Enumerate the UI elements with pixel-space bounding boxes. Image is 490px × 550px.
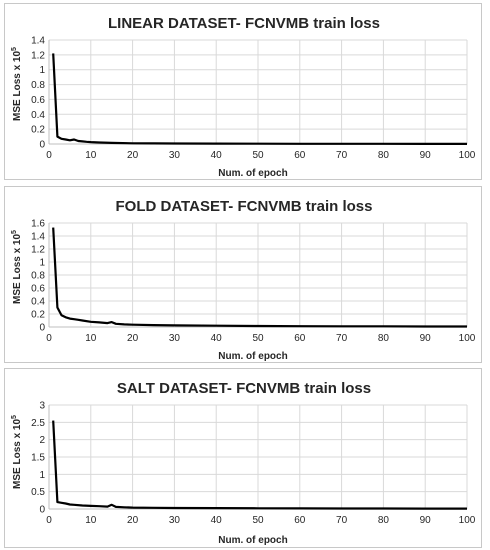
x-tick-label: 80	[378, 515, 390, 526]
chart-title: LINEAR DATASET- FCNVMB train loss	[108, 15, 380, 32]
x-tick-label: 90	[420, 333, 432, 344]
x-tick-label: 70	[336, 515, 348, 526]
x-tick-label: 0	[46, 333, 52, 344]
x-tick-label: 60	[294, 515, 306, 526]
x-tick-label: 50	[252, 333, 264, 344]
x-tick-label: 80	[378, 150, 390, 161]
x-tick-label: 30	[169, 515, 181, 526]
chart-svg-linear: LINEAR DATASET- FCNVMB train loss 0 0.2 0.…	[11, 15, 476, 179]
chart-svg-salt: SALT DATASET- FCNVMB train loss 0 0.5 1 1.5…	[11, 380, 476, 546]
y-tick-label: 0.6	[31, 95, 45, 106]
loss-line	[52, 53, 467, 145]
y-tick-label: 2	[39, 435, 45, 446]
x-tick-label: 0	[46, 515, 52, 526]
chart-svg-fold: FOLD DATASET- FCNVMB train loss 0 0.2 0.4 0…	[11, 198, 476, 362]
y-tick-label: 0.2	[31, 310, 45, 321]
y-tick-label: 0	[39, 323, 45, 334]
svg-text:MSE Loss x 105: MSE Loss x 105	[11, 415, 23, 489]
x-tick-label: 10	[85, 515, 97, 526]
x-tick-label: 90	[420, 515, 432, 526]
y-tick-label: 0	[39, 140, 45, 151]
x-axis-label: Num. of epoch	[218, 168, 287, 179]
y-tick-label: 2.5	[31, 418, 45, 429]
x-tick-label: 20	[127, 333, 139, 344]
x-tick-label: 0	[46, 150, 52, 161]
y-tick-label: 0	[39, 505, 45, 516]
x-tick-label: 60	[294, 333, 306, 344]
x-tick-label: 10	[85, 333, 97, 344]
svg-text:MSE Loss x 105: MSE Loss x 105	[11, 230, 23, 304]
loss-line	[52, 420, 467, 510]
y-tick-label: 3	[39, 401, 45, 412]
y-tick-label: 1	[39, 65, 45, 76]
loss-line	[52, 227, 467, 328]
x-tick-label: 50	[252, 150, 264, 161]
y-tick-label: 1.4	[31, 36, 45, 47]
y-tick-label: 0.4	[31, 297, 45, 308]
y-axis-label: MSE Loss x 105	[11, 47, 23, 121]
y-tick-label: 0.5	[31, 487, 45, 498]
x-tick-label: 30	[169, 150, 181, 161]
y-tick-label: 1.2	[31, 245, 45, 256]
y-tick-label: 0.4	[31, 110, 45, 121]
x-tick-label: 100	[459, 333, 476, 344]
y-axis-label: MSE Loss x 105	[11, 415, 23, 489]
x-tick-label: 60	[294, 150, 306, 161]
x-tick-label: 40	[211, 515, 223, 526]
x-tick-label: 90	[420, 150, 432, 161]
chart-panel-fold: FOLD DATASET- FCNVMB train loss 0 0.2 0.4 0…	[4, 186, 482, 363]
x-tick-label: 100	[459, 150, 476, 161]
x-tick-label: 50	[252, 515, 264, 526]
y-tick-label: 0.8	[31, 271, 45, 282]
y-tick-label: 0.6	[31, 284, 45, 295]
y-tick-label: 0.2	[31, 125, 45, 136]
chart-title: FOLD DATASET- FCNVMB train loss	[116, 198, 373, 215]
svg-text:MSE Loss x 105: MSE Loss x 105	[11, 47, 23, 121]
x-tick-label: 70	[336, 333, 348, 344]
x-tick-label: 30	[169, 333, 181, 344]
y-tick-label: 1.4	[31, 232, 45, 243]
x-tick-label: 40	[211, 333, 223, 344]
x-tick-label: 20	[127, 515, 139, 526]
y-tick-label: 1.6	[31, 219, 45, 230]
chart-title: SALT DATASET- FCNVMB train loss	[117, 380, 371, 397]
x-tick-label: 80	[378, 333, 390, 344]
y-tick-label: 1.5	[31, 453, 45, 464]
y-axis-label: MSE Loss x 105	[11, 230, 23, 304]
x-tick-label: 100	[459, 515, 476, 526]
x-tick-label: 10	[85, 150, 97, 161]
chart-panel-salt: SALT DATASET- FCNVMB train loss 0 0.5 1 1.5…	[4, 368, 482, 548]
x-tick-label: 20	[127, 150, 139, 161]
y-tick-label: 1	[39, 470, 45, 481]
y-tick-label: 1	[39, 258, 45, 269]
y-tick-label: 0.8	[31, 80, 45, 91]
y-tick-label: 1.2	[31, 50, 45, 61]
chart-panel-linear: LINEAR DATASET- FCNVMB train loss 0 0.2 0.…	[4, 3, 482, 180]
x-axis-label: Num. of epoch	[218, 535, 287, 546]
x-tick-label: 40	[211, 150, 223, 161]
x-axis-label: Num. of epoch	[218, 351, 287, 362]
x-tick-label: 70	[336, 150, 348, 161]
